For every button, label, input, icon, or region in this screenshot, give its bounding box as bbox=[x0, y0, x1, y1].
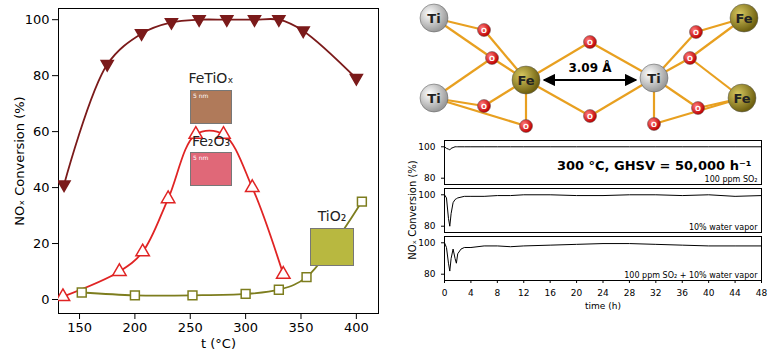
svg-text:O: O bbox=[695, 105, 701, 113]
svg-text:80: 80 bbox=[424, 173, 436, 183]
html-text:TiO₂: TiO₂ bbox=[317, 208, 347, 224]
html-text:NOₓ Conversion (%): NOₓ Conversion (%) bbox=[406, 160, 418, 260]
svg-text:20: 20 bbox=[571, 288, 583, 298]
svg-text:Ti: Ti bbox=[427, 91, 440, 106]
svg-text:16: 16 bbox=[544, 288, 556, 298]
svg-text:O: O bbox=[587, 113, 593, 121]
svg-text:400: 400 bbox=[344, 320, 369, 335]
svg-text:O: O bbox=[587, 39, 593, 47]
svg-text:20: 20 bbox=[33, 236, 50, 251]
svg-text:O: O bbox=[693, 29, 699, 37]
svg-text:100 ppm SO₂ + 10% water vapor: 100 ppm SO₂ + 10% water vapor bbox=[624, 271, 758, 280]
svg-text:60: 60 bbox=[33, 124, 50, 139]
svg-text:250: 250 bbox=[178, 320, 203, 335]
svg-text:36: 36 bbox=[677, 288, 689, 298]
svg-text:NOₓ Conversion (%): NOₓ Conversion (%) bbox=[12, 96, 27, 225]
svg-text:80: 80 bbox=[33, 68, 50, 83]
svg-text:40: 40 bbox=[33, 180, 50, 195]
svg-text:100: 100 bbox=[418, 142, 435, 152]
svg-text:48: 48 bbox=[756, 288, 768, 298]
svg-text:0: 0 bbox=[41, 292, 49, 307]
svg-text:time (h): time (h) bbox=[585, 301, 621, 311]
svg-text:Fe: Fe bbox=[517, 73, 534, 88]
svg-text:O: O bbox=[481, 27, 487, 35]
svg-text:24: 24 bbox=[597, 288, 609, 298]
svg-text:O: O bbox=[651, 121, 657, 129]
svg-text:44: 44 bbox=[729, 288, 741, 298]
svg-text:10% water vapor: 10% water vapor bbox=[689, 223, 758, 232]
svg-text:3.09 Å: 3.09 Å bbox=[568, 60, 612, 75]
svg-text:12: 12 bbox=[518, 288, 529, 298]
svg-text:32: 32 bbox=[650, 288, 661, 298]
svg-text:O: O bbox=[523, 123, 529, 131]
html-text:FeTiOₓ: FeTiOₓ bbox=[188, 70, 234, 86]
svg-text:Ti: Ti bbox=[647, 71, 660, 86]
svg-text:300 °C, GHSV = 50,000 h⁻¹: 300 °C, GHSV = 50,000 h⁻¹ bbox=[557, 158, 752, 173]
svg-text:80: 80 bbox=[424, 221, 436, 231]
html-text:5 nm: 5 nm bbox=[193, 92, 209, 99]
svg-text:100: 100 bbox=[418, 190, 435, 200]
svg-text:t (°C): t (°C) bbox=[201, 336, 236, 351]
html-text:Fe₂O₃: Fe₂O₃ bbox=[191, 133, 231, 149]
svg-text:28: 28 bbox=[624, 288, 636, 298]
svg-text:Fe: Fe bbox=[733, 91, 750, 106]
svg-text:8: 8 bbox=[494, 288, 500, 298]
svg-text:80: 80 bbox=[424, 269, 436, 279]
svg-text:Fe: Fe bbox=[735, 11, 752, 26]
svg-text:350: 350 bbox=[289, 320, 314, 335]
svg-text:Ti: Ti bbox=[427, 11, 440, 26]
svg-text:200: 200 bbox=[122, 320, 147, 335]
svg-text:150: 150 bbox=[67, 320, 92, 335]
svg-text:100: 100 bbox=[25, 12, 50, 27]
svg-text:40: 40 bbox=[703, 288, 715, 298]
svg-text:300: 300 bbox=[233, 320, 258, 335]
svg-text:0: 0 bbox=[442, 288, 448, 298]
svg-text:O: O bbox=[481, 103, 487, 111]
svg-text:100 ppm SO₂: 100 ppm SO₂ bbox=[705, 175, 758, 184]
html-text:5 nm: 5 nm bbox=[193, 154, 209, 161]
svg-text:O: O bbox=[489, 55, 495, 63]
svg-text:O: O bbox=[687, 55, 693, 63]
svg-text:100: 100 bbox=[418, 238, 435, 248]
svg-text:4: 4 bbox=[468, 288, 474, 298]
